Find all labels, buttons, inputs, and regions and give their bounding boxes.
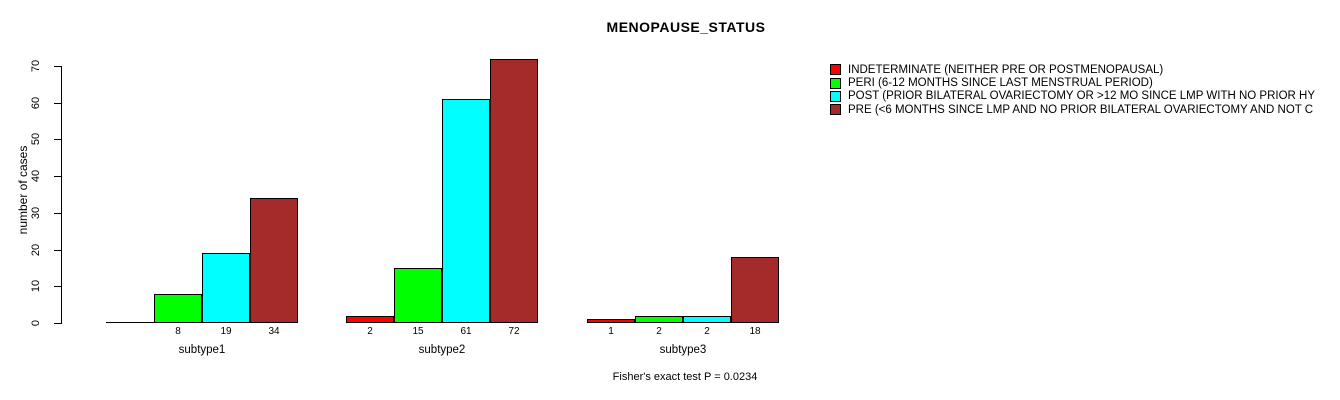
bar-value-label: 2 (367, 326, 373, 337)
bar (106, 322, 154, 323)
legend-row: POST (PRIOR BILATERAL OVARIECTOMY OR >12… (830, 90, 1340, 103)
legend: INDETERMINATE (NEITHER PRE OR POSTMENOPA… (830, 63, 1340, 117)
bar (346, 316, 394, 323)
y-axis-label: number of cases (16, 145, 30, 235)
legend-row: PRE (<6 MONTHS SINCE LMP AND NO PRIOR BI… (830, 103, 1340, 116)
bar-value-label: 61 (460, 326, 472, 337)
bar (635, 316, 683, 323)
bar (154, 294, 202, 323)
legend-row: PERI (6-12 MONTHS SINCE LAST MENSTRUAL P… (830, 76, 1340, 89)
legend-swatch-icon (830, 77, 841, 89)
category-label: subtype3 (659, 344, 707, 356)
bar-value-label: 1 (608, 326, 614, 337)
y-tick (54, 250, 62, 251)
bar-value-label: 15 (412, 326, 424, 337)
legend-label: PRE (<6 MONTHS SINCE LMP AND NO PRIOR BI… (848, 103, 1314, 116)
y-tick-label: 0 (30, 319, 42, 327)
bar-value-label: 19 (220, 326, 232, 337)
legend-label: INDETERMINATE (NEITHER PRE OR POSTMENOPA… (848, 63, 1164, 76)
bar (490, 59, 538, 323)
y-tick-label: 60 (30, 96, 42, 110)
y-tick-label: 10 (30, 279, 42, 293)
legend-label: PERI (6-12 MONTHS SINCE LAST MENSTRUAL P… (848, 77, 1153, 90)
y-tick (54, 66, 62, 67)
bar-value-label: 72 (508, 326, 520, 337)
y-tick-label: 50 (30, 132, 42, 146)
fisher-test-annotation: Fisher's exact test P = 0.0234 (612, 371, 758, 383)
y-tick-label: 40 (30, 169, 42, 183)
bar (731, 257, 779, 323)
bar-value-label: 34 (268, 326, 280, 337)
category-label: subtype1 (178, 344, 226, 356)
y-tick-label: 30 (30, 206, 42, 220)
y-axis-line (61, 66, 62, 324)
bar (394, 268, 442, 323)
bar-value-label: 2 (656, 326, 662, 337)
category-label: subtype2 (418, 344, 466, 356)
legend-swatch-icon (830, 64, 841, 76)
bar-value-label: 2 (704, 326, 710, 337)
chart-title: MENOPAUSE_STATUS (606, 19, 766, 35)
y-tick (54, 139, 62, 140)
y-tick (54, 176, 62, 177)
legend-label: POST (PRIOR BILATERAL OVARIECTOMY OR >12… (848, 90, 1316, 103)
bar (250, 198, 298, 323)
y-tick (54, 323, 62, 324)
bar-value-label: 18 (749, 326, 761, 337)
y-tick (54, 286, 62, 287)
y-tick-label: 20 (30, 243, 42, 257)
bar (587, 319, 635, 323)
y-tick (54, 103, 62, 104)
y-tick (54, 213, 62, 214)
legend-row: INDETERMINATE (NEITHER PRE OR POSTMENOPA… (830, 63, 1340, 76)
legend-swatch-icon (830, 90, 841, 102)
bar (442, 99, 490, 323)
y-tick-label: 70 (30, 59, 42, 73)
bar (683, 316, 731, 323)
legend-swatch-icon (830, 104, 841, 116)
bar (202, 253, 250, 323)
bar-value-label: 8 (175, 326, 181, 337)
